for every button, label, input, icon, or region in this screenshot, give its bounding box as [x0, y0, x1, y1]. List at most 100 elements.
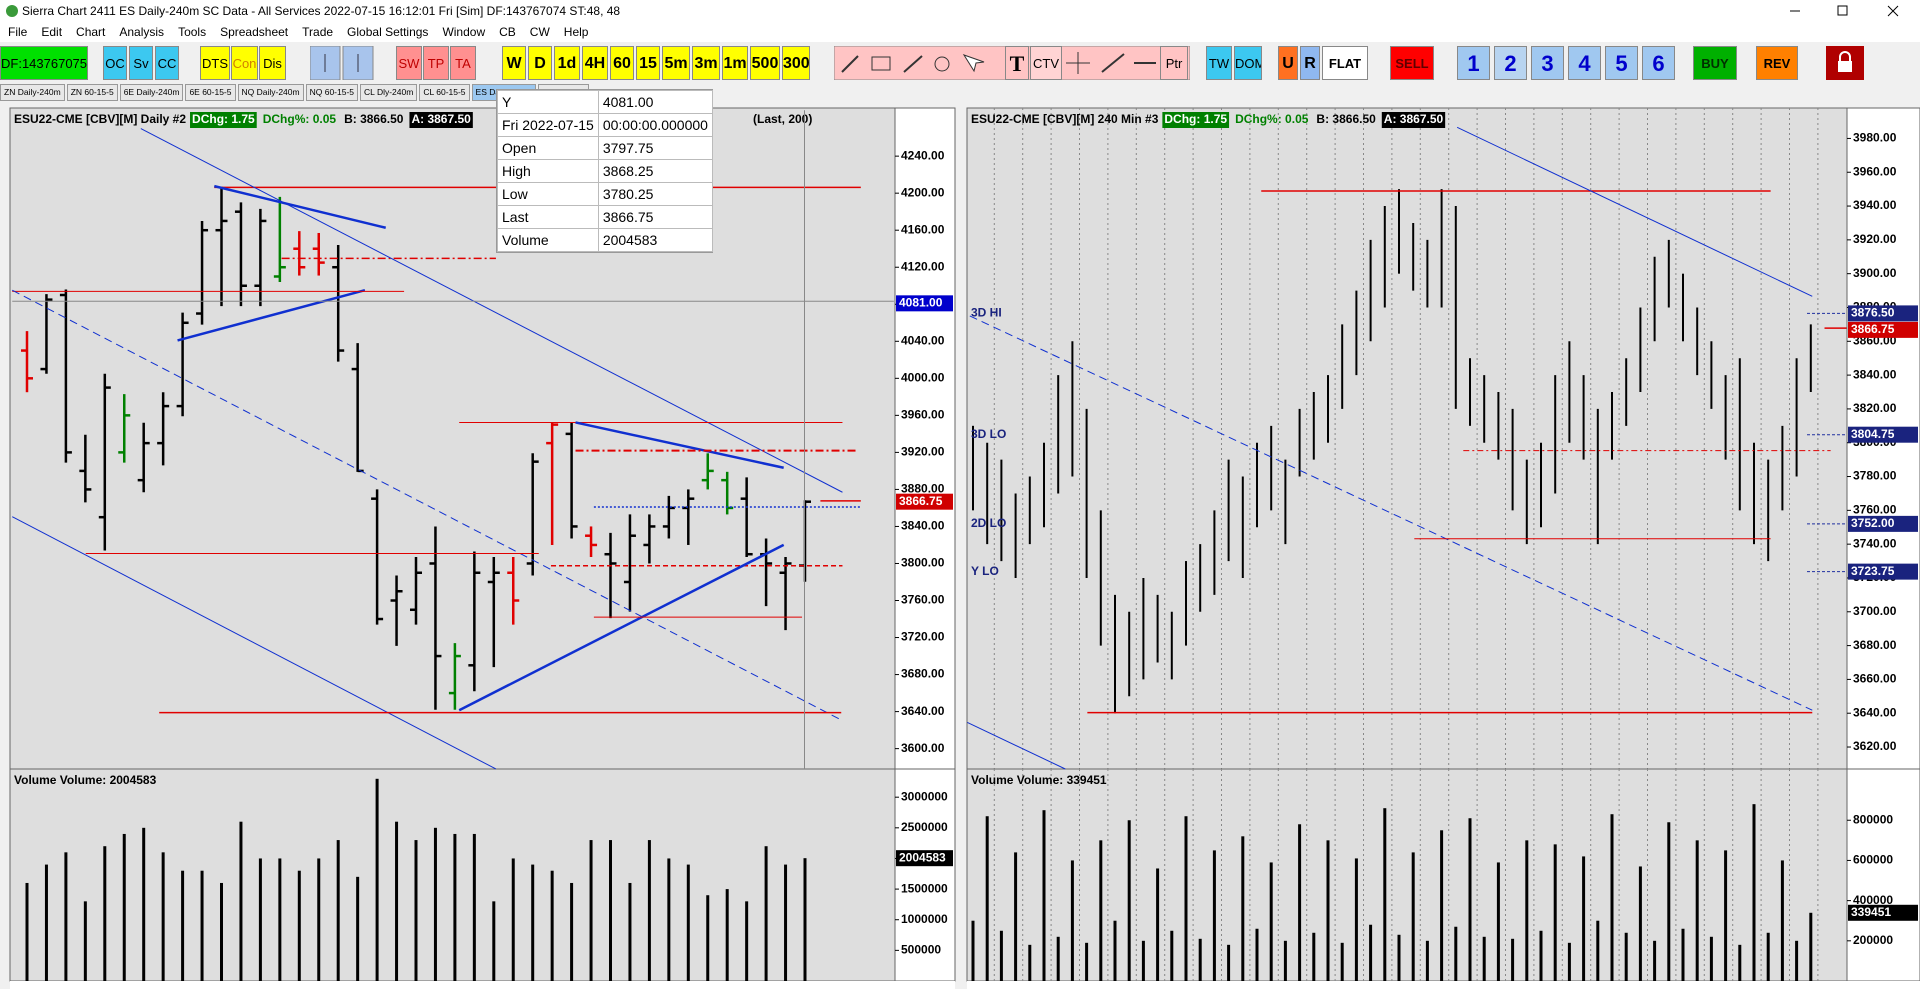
- y-tick-label: 4240.00: [901, 148, 945, 162]
- menu-item[interactable]: Help: [563, 25, 589, 39]
- volume-bar: [1042, 810, 1046, 981]
- volume-bar: [1056, 936, 1060, 981]
- volume-bar: [1667, 822, 1671, 981]
- chart-tab[interactable]: ZN Daily-240m: [0, 84, 65, 101]
- volume-bar: [1752, 804, 1756, 981]
- toolbar-button[interactable]: W: [502, 46, 526, 80]
- y-tick-label: 4000.00: [901, 370, 945, 384]
- y-tick-label: 1500000: [901, 881, 948, 895]
- toolbar-button[interactable]: 15: [636, 46, 660, 80]
- volume-bar: [258, 858, 262, 981]
- toolbar-button[interactable]: 1d: [554, 46, 580, 80]
- tool-icons[interactable]: [310, 46, 374, 80]
- menu-item[interactable]: CB: [499, 25, 516, 39]
- toolbar-button[interactable]: TA: [450, 46, 476, 80]
- volume-bar: [1127, 820, 1131, 981]
- chart-tab[interactable]: NQ 60-15-5: [305, 84, 359, 101]
- menu-item[interactable]: Trade: [302, 25, 334, 39]
- menu-item[interactable]: Analysis: [119, 25, 165, 39]
- volume-bar: [1326, 840, 1330, 981]
- toolbar-button[interactable]: Sv: [129, 46, 153, 80]
- toolbar-button[interactable]: U: [1278, 46, 1298, 80]
- toolbar-button[interactable]: Dis: [259, 46, 286, 80]
- data-row: Low 3780.25: [497, 182, 713, 206]
- toolbar-button[interactable]: 5m: [662, 46, 690, 80]
- volume-bar: [1170, 930, 1174, 981]
- chart-tab[interactable]: 6E Daily-240m: [119, 84, 184, 101]
- chart-tab[interactable]: ZN 60-15-5: [66, 84, 118, 101]
- menu-item[interactable]: Window: [442, 25, 486, 39]
- volume-bar: [1482, 936, 1486, 981]
- chart-tab[interactable]: 6E 60-15-5: [185, 84, 236, 101]
- toolbar-button[interactable]: TP: [423, 46, 449, 80]
- toolbar-button[interactable]: SELL: [1390, 46, 1434, 80]
- toolbar-button[interactable]: CTV: [1030, 46, 1062, 80]
- toolbar-button[interactable]: OC: [103, 46, 127, 80]
- volume-bar: [414, 840, 418, 981]
- chart-tab[interactable]: CL Dly-240m: [360, 84, 418, 101]
- toolbar-button[interactable]: Ptr: [1160, 46, 1188, 80]
- menu-item[interactable]: Tools: [178, 25, 207, 39]
- toolbar-button[interactable]: CC: [155, 46, 179, 80]
- volume-bar: [686, 864, 690, 981]
- value-badge-label: 2004583: [899, 850, 946, 864]
- y-tick-label: 3960.00: [1853, 164, 1897, 178]
- toolbar-button[interactable]: 4: [1568, 46, 1601, 80]
- y-tick-label: 3000000: [901, 789, 948, 803]
- volume-bar: [239, 821, 243, 981]
- toolbar-button[interactable]: 3m: [692, 46, 720, 80]
- toolbar-button[interactable]: 4H: [582, 46, 608, 80]
- volume-bar: [1369, 924, 1373, 981]
- chart-tab[interactable]: NQ Daily-240m: [237, 84, 304, 101]
- data-row: High 3868.25: [497, 159, 713, 183]
- toolbar-button[interactable]: 2: [1494, 46, 1527, 80]
- toolbar-button[interactable]: DF:143767075 S: [0, 46, 88, 80]
- lock-button[interactable]: [1826, 46, 1864, 80]
- menu-item[interactable]: Chart: [76, 25, 106, 39]
- level-badge: [1848, 426, 1918, 443]
- toolbar-button[interactable]: REV: [1756, 46, 1798, 80]
- toolbar-button[interactable]: R: [1300, 46, 1320, 80]
- volume-bar: [1156, 868, 1160, 981]
- toolbar-button[interactable]: 500: [750, 46, 780, 80]
- toolbar-button[interactable]: D: [528, 46, 552, 80]
- toolbar-button[interactable]: 1: [1457, 46, 1490, 80]
- header-stat: A: 3867.50: [411, 112, 471, 126]
- data-value: 4081.00: [597, 90, 713, 114]
- menu-item[interactable]: Edit: [41, 25, 63, 39]
- menu-item[interactable]: Spreadsheet: [220, 25, 289, 39]
- y-tick-label: 3700.00: [1853, 604, 1897, 618]
- volume-bar: [1425, 940, 1429, 981]
- data-value: 3866.75: [597, 205, 713, 229]
- toolbar-button[interactable]: T: [1005, 46, 1029, 80]
- window-controls[interactable]: [1770, 0, 1920, 22]
- data-label: Volume: [497, 228, 599, 252]
- toolbar-button[interactable]: Con: [231, 46, 258, 80]
- toolbar-button[interactable]: DTS: [200, 46, 230, 80]
- volume-bar: [83, 901, 87, 981]
- volume-bar: [1255, 928, 1259, 981]
- volume-bar: [531, 864, 535, 981]
- toolbar-button[interactable]: BUY: [1693, 46, 1737, 80]
- volume-bar: [1354, 858, 1358, 981]
- chart-tab[interactable]: CL 60-15-5: [419, 84, 470, 101]
- toolbar-button[interactable]: 3: [1531, 46, 1564, 80]
- toolbar-button[interactable]: SW: [396, 46, 422, 80]
- menu-item[interactable]: CW: [529, 25, 550, 39]
- toolbar-button[interactable]: DOM: [1234, 46, 1262, 80]
- toolbar-button[interactable]: 6: [1642, 46, 1675, 80]
- toolbar-button[interactable]: FLAT: [1322, 46, 1368, 80]
- value-badge: [896, 850, 953, 867]
- menu-item[interactable]: Global Settings: [347, 25, 429, 39]
- data-row: Volume 2004583: [497, 228, 713, 252]
- toolbar-button[interactable]: 5: [1605, 46, 1638, 80]
- y-tick-label: 3640.00: [901, 704, 945, 718]
- drawing: [213, 184, 387, 229]
- menu-item[interactable]: File: [8, 25, 28, 39]
- toolbar-button[interactable]: 1m: [722, 46, 748, 80]
- toolbar-button[interactable]: TW: [1206, 46, 1232, 80]
- toolbar-button[interactable]: 300: [782, 46, 810, 80]
- volume-bar: [64, 852, 68, 981]
- toolbar-button[interactable]: 60: [610, 46, 634, 80]
